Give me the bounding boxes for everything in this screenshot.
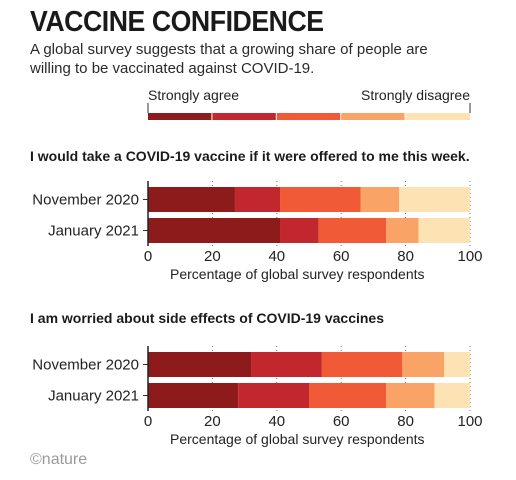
chart1-bar-segment	[318, 218, 387, 243]
chart2-bar-segment	[321, 352, 403, 377]
chart1-x-tick-label: 60	[333, 248, 350, 265]
legend-swatch-4	[341, 113, 405, 120]
chart1-bar-segment	[148, 218, 281, 243]
chart1-x-tick-label: 20	[204, 248, 221, 265]
nature-logo: ©nature	[30, 451, 88, 468]
chart2-x-tick-label: 60	[333, 413, 350, 430]
chart2-bar-segment	[251, 352, 322, 377]
chart-title: VACCINE CONFIDENCE	[30, 6, 324, 38]
chart2-bar-segment	[148, 383, 239, 408]
legend-right-label: Strongly disagree	[361, 87, 470, 103]
chart1-bar-segment	[418, 218, 470, 243]
legend-swatch-2	[212, 113, 276, 120]
legend-swatch-3	[276, 113, 341, 120]
chart1-x-tick-label: 80	[397, 248, 414, 265]
chart2-bar-segment	[444, 352, 470, 377]
chart2-category-label: January 2021	[48, 388, 139, 405]
chart2-bar-segment	[309, 383, 387, 408]
chart1-x-tick-label: 100	[457, 248, 482, 265]
chart2-x-tick-label: 20	[204, 413, 221, 430]
chart2-bar-segment	[434, 383, 470, 408]
chart1-bar-segment	[399, 187, 470, 212]
legend-left-label: Strongly agree	[148, 87, 239, 103]
chart2-bar-segment	[402, 352, 445, 377]
chart2-bar-segment	[386, 383, 435, 408]
chart1-bar-segment	[280, 218, 319, 243]
chart1-bar-segment	[360, 187, 400, 212]
chart1-bar-segment	[234, 187, 281, 212]
chart1-category-label: November 2020	[32, 192, 139, 209]
chart1-bar-segment	[386, 218, 419, 243]
chart2-category-label: November 2020	[32, 357, 139, 374]
chart1-category-label: January 2021	[48, 223, 139, 240]
legend-swatch-5	[405, 113, 470, 120]
chart2-x-axis-label: Percentage of global survey respondents	[170, 431, 425, 447]
chart1-x-tick-label: 40	[268, 248, 285, 265]
chart2-x-tick-label: 80	[397, 413, 414, 430]
chart2-x-tick-label: 0	[144, 413, 152, 430]
chart1-bar-segment	[280, 187, 361, 212]
chart-subtitle: A global survey suggests that a growing …	[30, 41, 428, 77]
chart2-x-tick-label: 40	[268, 413, 285, 430]
chart1-x-axis-label: Percentage of global survey respondents	[170, 266, 425, 282]
chart1-x-tick-label: 0	[144, 248, 152, 265]
chart2-title: I am worried about side effects of COVID…	[30, 310, 384, 326]
chart2-bar-segment	[238, 383, 309, 408]
chart2-x-tick-label: 100	[457, 413, 482, 430]
chart2-bar-segment	[148, 352, 252, 377]
legend-swatch-1	[148, 113, 212, 120]
chart1-title: I would take a COVID-19 vaccine if it we…	[30, 148, 470, 164]
chart1-bar-segment	[148, 187, 235, 212]
